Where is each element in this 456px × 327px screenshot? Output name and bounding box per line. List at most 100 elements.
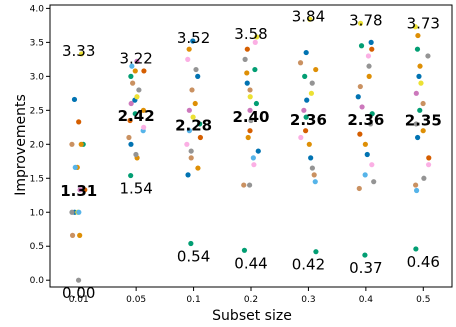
max-value-label: 3.78 bbox=[349, 11, 382, 29]
data-point bbox=[413, 187, 420, 194]
y-tick-label: 2.0 bbox=[30, 140, 45, 150]
data-point bbox=[413, 90, 419, 96]
data-point bbox=[127, 117, 133, 124]
data-point bbox=[369, 111, 375, 117]
data-point bbox=[133, 151, 139, 158]
data-point bbox=[252, 66, 258, 73]
data-point bbox=[244, 80, 250, 86]
max-value-label: 3.33 bbox=[62, 42, 95, 60]
max-value-label: 3.58 bbox=[234, 25, 267, 43]
data-point bbox=[312, 179, 318, 185]
data-point bbox=[358, 43, 365, 49]
min-value-label: 0.44 bbox=[234, 254, 267, 272]
data-point bbox=[126, 134, 132, 141]
data-point bbox=[244, 70, 250, 76]
data-point bbox=[185, 56, 191, 62]
data-point bbox=[188, 240, 194, 247]
data-point bbox=[357, 20, 364, 26]
data-point bbox=[188, 148, 194, 154]
data-point bbox=[420, 100, 426, 107]
data-point bbox=[76, 119, 82, 125]
data-point bbox=[426, 155, 432, 161]
data-point bbox=[128, 141, 134, 147]
data-point bbox=[192, 100, 198, 107]
data-point bbox=[369, 162, 375, 168]
data-point bbox=[69, 209, 75, 215]
data-point bbox=[245, 134, 251, 141]
data-point bbox=[128, 73, 134, 79]
data-point bbox=[415, 32, 421, 39]
data-point bbox=[78, 141, 84, 147]
data-point bbox=[129, 63, 135, 69]
data-point bbox=[366, 63, 372, 69]
data-point bbox=[76, 209, 82, 215]
data-point bbox=[413, 246, 419, 252]
data-point bbox=[193, 66, 199, 73]
data-point bbox=[246, 182, 253, 188]
min-value-label: 0.00 bbox=[62, 284, 95, 302]
data-point bbox=[366, 73, 372, 79]
data-point bbox=[298, 134, 304, 141]
data-point bbox=[367, 121, 374, 127]
data-point bbox=[248, 117, 254, 124]
data-point bbox=[186, 46, 192, 52]
y-tick-label: 3.5 bbox=[30, 38, 44, 48]
mean-value-label: 2.36 bbox=[290, 111, 327, 129]
x-tick-label: 0.01 bbox=[69, 295, 89, 305]
data-point bbox=[307, 16, 313, 22]
y-tick-label: 0.5 bbox=[30, 242, 44, 252]
data-point bbox=[136, 87, 142, 93]
data-point bbox=[359, 104, 365, 110]
y-tick-label: 1.5 bbox=[30, 174, 44, 184]
x-tick-label: 0.5 bbox=[416, 295, 430, 305]
y-tick-label: 0.0 bbox=[30, 276, 45, 286]
min-value-label: 0.42 bbox=[292, 256, 325, 274]
data-point bbox=[247, 94, 253, 100]
data-point bbox=[134, 94, 140, 100]
data-point bbox=[308, 155, 314, 161]
y-tick-label: 2.5 bbox=[30, 106, 44, 116]
data-point bbox=[69, 141, 75, 147]
data-point bbox=[413, 121, 419, 127]
data-point bbox=[364, 151, 370, 158]
data-point bbox=[190, 114, 196, 120]
data-point bbox=[189, 87, 195, 93]
data-point bbox=[82, 187, 88, 193]
data-point bbox=[186, 107, 192, 113]
data-point bbox=[186, 128, 192, 134]
max-value-label: 3.84 bbox=[292, 7, 325, 25]
data-point bbox=[241, 182, 247, 188]
data-point bbox=[130, 80, 136, 86]
data-point bbox=[311, 172, 317, 178]
x-tick-label: 0.05 bbox=[126, 295, 146, 305]
data-point bbox=[420, 128, 426, 134]
data-point bbox=[418, 80, 424, 86]
data-point bbox=[362, 141, 368, 147]
x-axis-title: Subset size bbox=[212, 308, 292, 324]
y-tick-label: 3.0 bbox=[30, 72, 45, 82]
data-point bbox=[412, 24, 418, 30]
data-point bbox=[140, 107, 147, 113]
data-point bbox=[368, 39, 374, 45]
max-value-label: 3.52 bbox=[177, 29, 210, 47]
data-point bbox=[77, 187, 83, 193]
data-point bbox=[303, 114, 309, 120]
data-point bbox=[247, 128, 253, 134]
data-point bbox=[362, 252, 368, 258]
max-value-label: 3.73 bbox=[407, 15, 440, 33]
data-point bbox=[356, 185, 362, 192]
data-point bbox=[188, 155, 194, 161]
min-value-label: 0.46 bbox=[407, 253, 440, 271]
data-points bbox=[69, 16, 432, 283]
y-tick-label: 1.0 bbox=[30, 208, 45, 218]
mean-value-label: 2.40 bbox=[232, 108, 269, 126]
data-point bbox=[301, 107, 307, 113]
data-point bbox=[297, 60, 304, 66]
data-point bbox=[306, 141, 312, 147]
data-point bbox=[365, 53, 372, 59]
data-point bbox=[421, 175, 427, 181]
mean-value-label: 2.42 bbox=[118, 107, 155, 125]
mean-value-label: 2.36 bbox=[347, 111, 384, 129]
data-point bbox=[414, 46, 421, 52]
data-point bbox=[355, 94, 361, 100]
